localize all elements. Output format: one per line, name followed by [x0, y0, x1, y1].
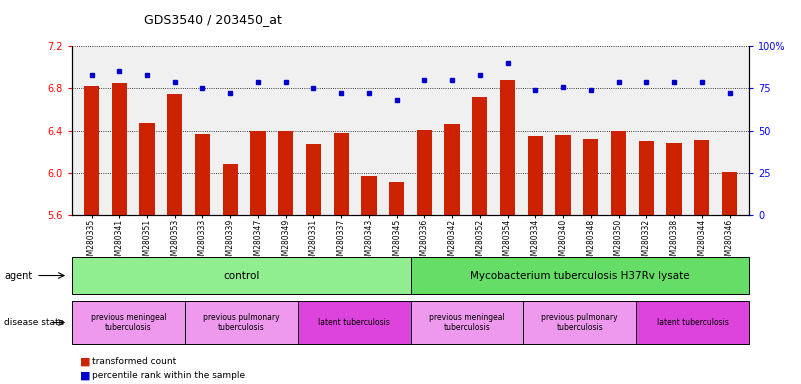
Bar [473, 97, 488, 215]
Bar [139, 123, 155, 215]
Bar [195, 134, 210, 215]
Text: GDS3540 / 203450_at: GDS3540 / 203450_at [144, 13, 282, 26]
Text: previous pulmonary
tuberculosis: previous pulmonary tuberculosis [541, 313, 618, 332]
Bar [583, 139, 598, 215]
Text: ■: ■ [80, 371, 91, 381]
Bar [306, 144, 321, 215]
Text: transformed count: transformed count [92, 357, 176, 366]
Bar [84, 86, 99, 215]
Text: previous pulmonary
tuberculosis: previous pulmonary tuberculosis [203, 313, 280, 332]
Text: disease state: disease state [4, 318, 64, 327]
Text: previous meningeal
tuberculosis: previous meningeal tuberculosis [429, 313, 505, 332]
Bar [167, 94, 183, 215]
Bar [333, 132, 348, 215]
Text: percentile rank within the sample: percentile rank within the sample [92, 371, 245, 380]
Text: control: control [223, 270, 260, 281]
Bar [666, 143, 682, 215]
Bar [278, 131, 293, 215]
Bar [555, 135, 570, 215]
Bar [722, 172, 737, 215]
Bar [528, 136, 543, 215]
Bar [417, 129, 432, 215]
Text: agent: agent [4, 270, 32, 281]
Text: previous meningeal
tuberculosis: previous meningeal tuberculosis [91, 313, 167, 332]
Text: ■: ■ [80, 357, 91, 367]
Bar [251, 131, 266, 215]
Bar [694, 140, 710, 215]
Bar [445, 124, 460, 215]
Text: Mycobacterium tuberculosis H37Rv lysate: Mycobacterium tuberculosis H37Rv lysate [470, 270, 690, 281]
Bar [500, 80, 515, 215]
Bar [361, 176, 376, 215]
Bar [389, 182, 405, 215]
Bar [638, 141, 654, 215]
Bar [223, 164, 238, 215]
Text: latent tuberculosis: latent tuberculosis [657, 318, 728, 327]
Bar [111, 83, 127, 215]
Text: latent tuberculosis: latent tuberculosis [318, 318, 390, 327]
Bar [611, 131, 626, 215]
